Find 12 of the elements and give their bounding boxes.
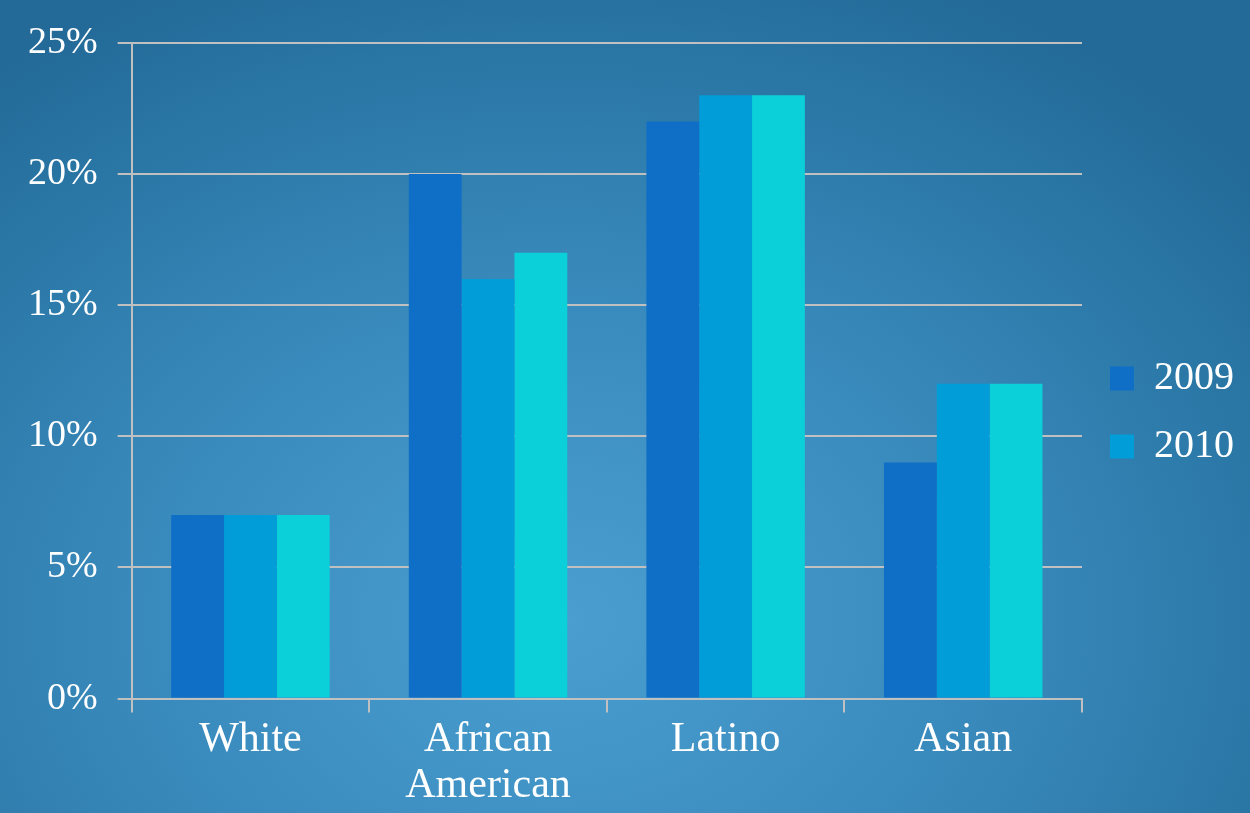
legend-label: 2009 — [1154, 353, 1234, 398]
x-tick-label: White — [199, 713, 302, 760]
y-tick-label: 10% — [28, 412, 98, 455]
legend-label: 2010 — [1154, 421, 1234, 466]
x-tick-label: African American — [405, 713, 571, 806]
x-tick-label: Latino — [670, 713, 781, 760]
y-tick-label: 5% — [47, 543, 98, 586]
x-tick-label: Asian — [914, 713, 1013, 760]
y-tick-label: 25% — [28, 18, 98, 61]
y-tick-label: 0% — [47, 674, 98, 717]
y-tick-label: 20% — [28, 149, 98, 192]
y-tick-label: 15% — [28, 281, 98, 324]
